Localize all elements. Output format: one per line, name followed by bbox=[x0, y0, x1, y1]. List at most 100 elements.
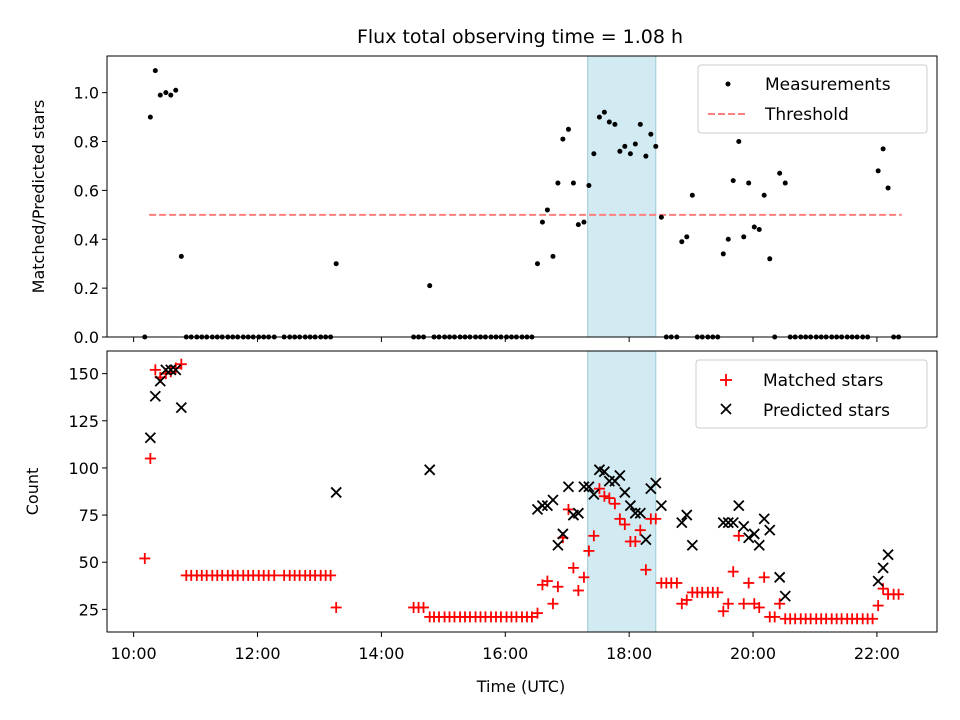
matched-star-point bbox=[753, 601, 765, 613]
predicted-star-point bbox=[562, 481, 575, 493]
measurement-point bbox=[555, 180, 561, 186]
predicted-star-point bbox=[624, 500, 637, 512]
matched-star-point bbox=[567, 562, 579, 574]
measurement-point bbox=[730, 178, 736, 184]
measurement-point bbox=[427, 283, 433, 289]
measurement-point bbox=[333, 261, 339, 267]
measurement-point bbox=[544, 207, 550, 213]
figure-title: Flux total observing time = 1.08 h bbox=[357, 26, 683, 48]
matched-star-point bbox=[893, 588, 905, 600]
x-tick-label: 16:00 bbox=[482, 644, 528, 663]
x-tick-label: 18:00 bbox=[606, 644, 652, 663]
predicted-star-point bbox=[681, 509, 693, 521]
legend-threshold-label: Threshold bbox=[764, 105, 849, 125]
measurement-point bbox=[591, 151, 597, 157]
measurement-point bbox=[601, 109, 607, 115]
matched-star-point bbox=[578, 571, 590, 583]
measurement-point bbox=[643, 153, 649, 159]
matched-star-point bbox=[144, 452, 156, 464]
predicted-star-point bbox=[686, 539, 698, 551]
y-tick-label: 125 bbox=[68, 412, 99, 431]
predicted-star-point bbox=[572, 507, 585, 519]
predicted-star-point bbox=[717, 516, 729, 529]
matched-star-point bbox=[758, 571, 770, 583]
matched-star-point bbox=[330, 601, 342, 613]
measurement-point bbox=[596, 114, 602, 120]
predicted-star-point bbox=[330, 486, 342, 499]
measurement-point bbox=[539, 219, 545, 225]
predicted-star-point bbox=[154, 375, 166, 387]
legend-predicted-label: Predicted stars bbox=[763, 401, 890, 421]
matched-star-point bbox=[175, 358, 187, 370]
measurement-point bbox=[648, 131, 654, 137]
legend-measurements-marker bbox=[725, 81, 731, 87]
predicted-star-point bbox=[552, 539, 564, 551]
matched-star-point bbox=[738, 598, 750, 610]
x-tick-label: 12:00 bbox=[234, 644, 280, 663]
top-legend-box bbox=[697, 64, 928, 134]
matched-star-point bbox=[603, 492, 615, 504]
x-tick-label: 20:00 bbox=[730, 644, 776, 663]
x-tick-label: 14:00 bbox=[358, 644, 404, 663]
y-tick-label: 0.8 bbox=[74, 133, 99, 152]
measurement-point bbox=[751, 224, 757, 230]
matched-star-point bbox=[583, 545, 595, 557]
highlight-span-top bbox=[587, 55, 657, 338]
matched-star-point bbox=[774, 598, 786, 610]
matched-star-point bbox=[671, 577, 683, 589]
legend-measurements-label: Measurements bbox=[765, 75, 891, 95]
predicted-star-point bbox=[722, 516, 734, 529]
measurement-point bbox=[606, 119, 612, 125]
predicted-star-point bbox=[424, 464, 436, 476]
predicted-star-point bbox=[748, 528, 760, 540]
measurement-point bbox=[720, 251, 726, 257]
predicted-star-point bbox=[536, 500, 549, 512]
matched-star-point bbox=[872, 600, 884, 612]
measurement-point bbox=[168, 92, 174, 98]
measurement-point bbox=[637, 121, 643, 127]
predicted-star-point bbox=[764, 524, 776, 536]
matched-star-point bbox=[650, 513, 662, 525]
bottom-axes: 25 50 75 100 125 150 10:00 12:00 14:00 16:00 18:00… bbox=[68, 365, 900, 663]
matched-star-point bbox=[727, 566, 739, 578]
legend-matched-label: Matched stars bbox=[763, 371, 883, 391]
matched-star-point bbox=[609, 498, 621, 510]
matched-star-point bbox=[593, 483, 605, 495]
y-tick-label: 50 bbox=[79, 553, 99, 572]
measurement-point bbox=[875, 168, 881, 174]
matched-star-point bbox=[598, 490, 610, 502]
measurement-point bbox=[570, 180, 576, 186]
measurement-point bbox=[178, 253, 184, 259]
predicted-star-point bbox=[779, 590, 791, 602]
measurement-point bbox=[173, 87, 179, 93]
predicted-star-point bbox=[882, 549, 894, 561]
measurement-point bbox=[632, 141, 638, 147]
bottom-legend: Matched stars Predicted stars bbox=[695, 359, 928, 429]
measurement-point bbox=[767, 256, 773, 262]
matched-star-point bbox=[712, 586, 724, 598]
measurement-point bbox=[741, 234, 747, 240]
top-y-axis-label: Matched/Predicted stars bbox=[29, 100, 48, 294]
matched-star-point bbox=[531, 607, 543, 619]
legend-predicted-marker bbox=[720, 403, 732, 415]
predicted-star-point bbox=[872, 575, 884, 587]
predicted-star-point bbox=[753, 539, 765, 551]
matched-star-point bbox=[552, 581, 564, 593]
x-tick-label: 10:00 bbox=[111, 644, 157, 663]
measurement-point bbox=[565, 126, 571, 132]
bottom-plot-marks bbox=[139, 358, 905, 625]
predicted-star-point bbox=[144, 432, 156, 444]
measurement-point bbox=[586, 183, 592, 189]
matched-star-point bbox=[634, 524, 646, 536]
measurement-point bbox=[581, 219, 587, 225]
predicted-star-point bbox=[733, 500, 745, 512]
top-axes: 0.0 0.2 0.4 0.6 0.8 1.0 bbox=[74, 84, 878, 347]
predicted-star-point bbox=[655, 500, 668, 512]
predicted-star-point bbox=[583, 481, 595, 493]
predicted-star-point bbox=[676, 516, 688, 529]
matched-star-point bbox=[547, 598, 559, 610]
matched-star-point bbox=[541, 575, 553, 587]
predicted-star-point bbox=[165, 364, 177, 376]
